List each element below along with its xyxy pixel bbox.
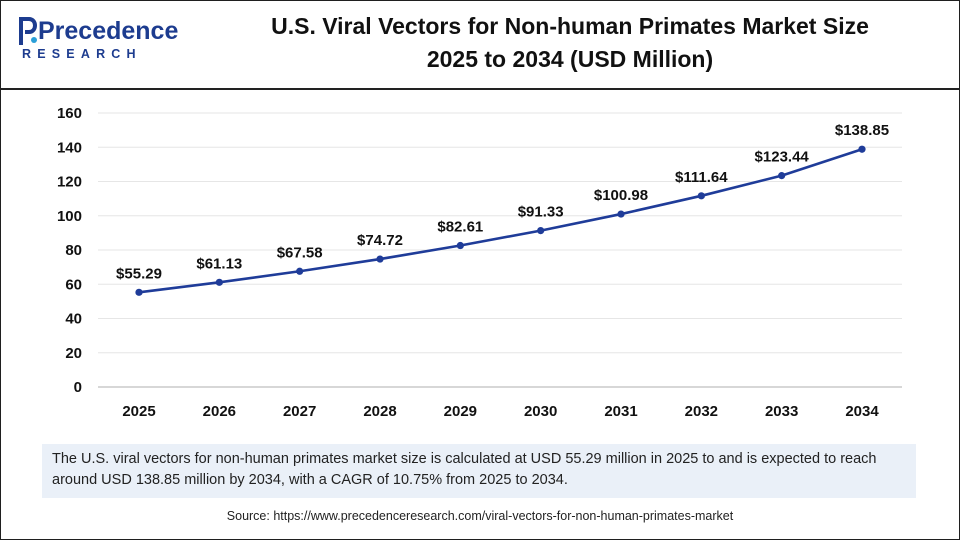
- data-point: [456, 241, 464, 250]
- y-tick-label: 120: [57, 174, 82, 191]
- source-note: Source: https://www.precedenceresearch.c…: [226, 509, 734, 523]
- data-label: $82.61: [437, 219, 483, 236]
- chart-title: U.S. Viral Vectors for Non-human Primate…: [200, 10, 940, 76]
- data-label: $61.13: [196, 255, 242, 272]
- y-tick-label: 80: [65, 242, 82, 259]
- summary-caption: The U.S. viral vectors for non-human pri…: [42, 444, 916, 498]
- line-chart: 0 20 40 60 80 100 120 140 160 2025 2026 2027 2028 202…: [57, 105, 902, 420]
- x-tick-label: 2025: [122, 403, 155, 420]
- data-label: $55.29: [116, 265, 162, 282]
- y-tick-label: 100: [57, 208, 82, 225]
- y-tick-label: 40: [65, 311, 82, 328]
- data-point: [778, 172, 786, 180]
- data-label: $138.85: [835, 122, 889, 139]
- data-label: $67.58: [277, 244, 323, 261]
- chart-title-line-1: U.S. Viral Vectors for Non-human Primate…: [271, 13, 869, 39]
- x-tick-label: 2031: [604, 403, 637, 420]
- y-tick-label: 60: [65, 276, 82, 293]
- y-tick-label: 0: [74, 379, 82, 396]
- data-point: [858, 145, 866, 153]
- header: Precedence RESEARCH U.S. Viral Vectors f…: [0, 0, 960, 88]
- x-tick-label: 2033: [765, 403, 798, 420]
- data-label: $111.64: [675, 169, 728, 186]
- x-tick-label: 2032: [685, 403, 718, 420]
- data-point: [376, 255, 384, 263]
- x-tick-label: 2030: [524, 403, 557, 420]
- data-label: $100.98: [594, 187, 648, 204]
- data-label: $74.72: [357, 232, 403, 249]
- y-tick-label: 140: [57, 139, 82, 156]
- x-tick-label: 2028: [363, 403, 396, 420]
- data-point: [215, 278, 223, 286]
- data-label: $91.33: [518, 204, 564, 221]
- data-point: [135, 288, 143, 296]
- logo-mark-icon: [19, 17, 37, 45]
- x-tick-label: 2026: [203, 403, 236, 420]
- header-divider: [0, 88, 960, 90]
- data-label: $123.44: [755, 149, 810, 166]
- logo-wordmark-text: Precedence: [38, 17, 179, 45]
- logo-wordmark: Precedence: [38, 17, 178, 45]
- data-point: [697, 192, 705, 200]
- series-line: [138, 147, 863, 294]
- x-tick-label: 2027: [283, 403, 316, 420]
- chart-title-line-2: 2025 to 2034 (USD Million): [426, 46, 714, 72]
- brand-logo: Precedence RESEARCH: [18, 16, 178, 66]
- y-tick-label: 20: [65, 345, 82, 362]
- data-point: [537, 226, 545, 235]
- data-point: [296, 267, 304, 275]
- x-tick-label: 2029: [444, 403, 477, 420]
- data-point: [617, 210, 625, 218]
- logo-subtitle: RESEARCH: [22, 47, 142, 61]
- y-tick-label: 160: [57, 105, 82, 122]
- x-tick-label: 2034: [845, 403, 879, 420]
